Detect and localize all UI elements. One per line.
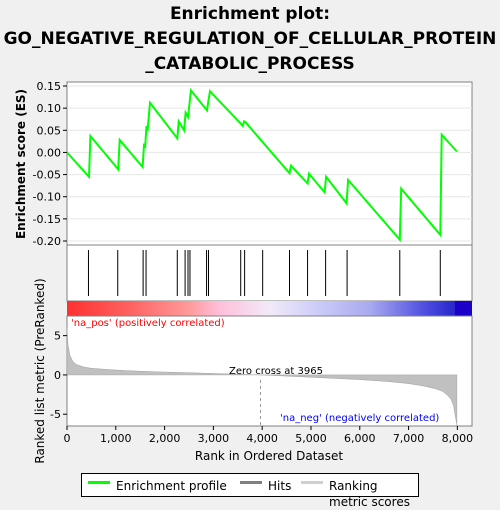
x-axis-label: Rank in Ordered Dataset bbox=[195, 449, 343, 463]
x-tick-label: 3,000 bbox=[198, 432, 230, 445]
es-y-tick-label: 0.00 bbox=[37, 146, 62, 159]
chart-title-line-1: Enrichment plot: bbox=[169, 4, 331, 24]
es-y-tick-label: 0.05 bbox=[37, 124, 62, 137]
es-y-tick-label: 0.10 bbox=[37, 102, 62, 115]
chart-canvas: 0.150.100.050.00-0.05-0.10-0.15-0.20 50-… bbox=[14, 80, 474, 464]
heatmap-end-block bbox=[455, 301, 472, 316]
es-y-axis-label: Enrichment score (ES) bbox=[14, 89, 28, 239]
x-tick-label: 1,000 bbox=[100, 432, 132, 445]
ranking-heatmap-bar bbox=[67, 301, 472, 316]
x-tick-label: 5,000 bbox=[295, 432, 327, 445]
legend-profile-swatch bbox=[88, 481, 110, 484]
chart-title-line-2: GO_NEGATIVE_REGULATION_OF_CELLULAR_PROTE… bbox=[3, 29, 497, 49]
ranking-metric-area bbox=[66, 327, 458, 426]
es-panel bbox=[66, 81, 473, 246]
x-tick-label: 0 bbox=[64, 432, 71, 445]
zero-cross-label: Zero cross at 3965 bbox=[229, 366, 323, 377]
es-y-tick-label: 0.15 bbox=[37, 80, 62, 93]
es-y-tick-label: -0.15 bbox=[33, 213, 61, 226]
x-tick-label: 8,000 bbox=[442, 432, 474, 445]
metric-y-tick-label: 0 bbox=[54, 369, 61, 382]
hits-panel bbox=[66, 244, 473, 302]
legend-metric-label: Ranking metric scores bbox=[329, 479, 410, 509]
legend: Enrichment profile Hits Ranking metric s… bbox=[81, 473, 419, 509]
positive-label: 'na_pos' (positively correlated) bbox=[71, 318, 225, 329]
metric-y-tick-label: -5 bbox=[50, 408, 61, 421]
metric-y-tick-label: 5 bbox=[54, 330, 61, 343]
x-tick-label: 4,000 bbox=[246, 432, 278, 445]
x-tick-label: 7,000 bbox=[393, 432, 425, 445]
legend-metric-swatch bbox=[301, 481, 323, 484]
legend-hits-label: Hits bbox=[268, 479, 292, 493]
es-y-tick-label: -0.10 bbox=[33, 191, 61, 204]
es-y-tick-label: -0.20 bbox=[33, 235, 61, 248]
metric-y-axis-label: Ranked list metric (PreRanked) bbox=[33, 278, 47, 463]
legend-hits-swatch bbox=[240, 481, 262, 484]
legend-profile-label: Enrichment profile bbox=[116, 479, 227, 493]
x-tick-label: 2,000 bbox=[149, 432, 181, 445]
negative-label: 'na_neg' (negatively correlated) bbox=[280, 413, 439, 424]
es-y-tick-label: -0.05 bbox=[33, 169, 61, 182]
chart-title-line-3: _CATABOLIC_PROCESS bbox=[145, 54, 355, 74]
x-tick-label: 6,000 bbox=[344, 432, 376, 445]
enrichment-profile-line bbox=[66, 87, 458, 243]
